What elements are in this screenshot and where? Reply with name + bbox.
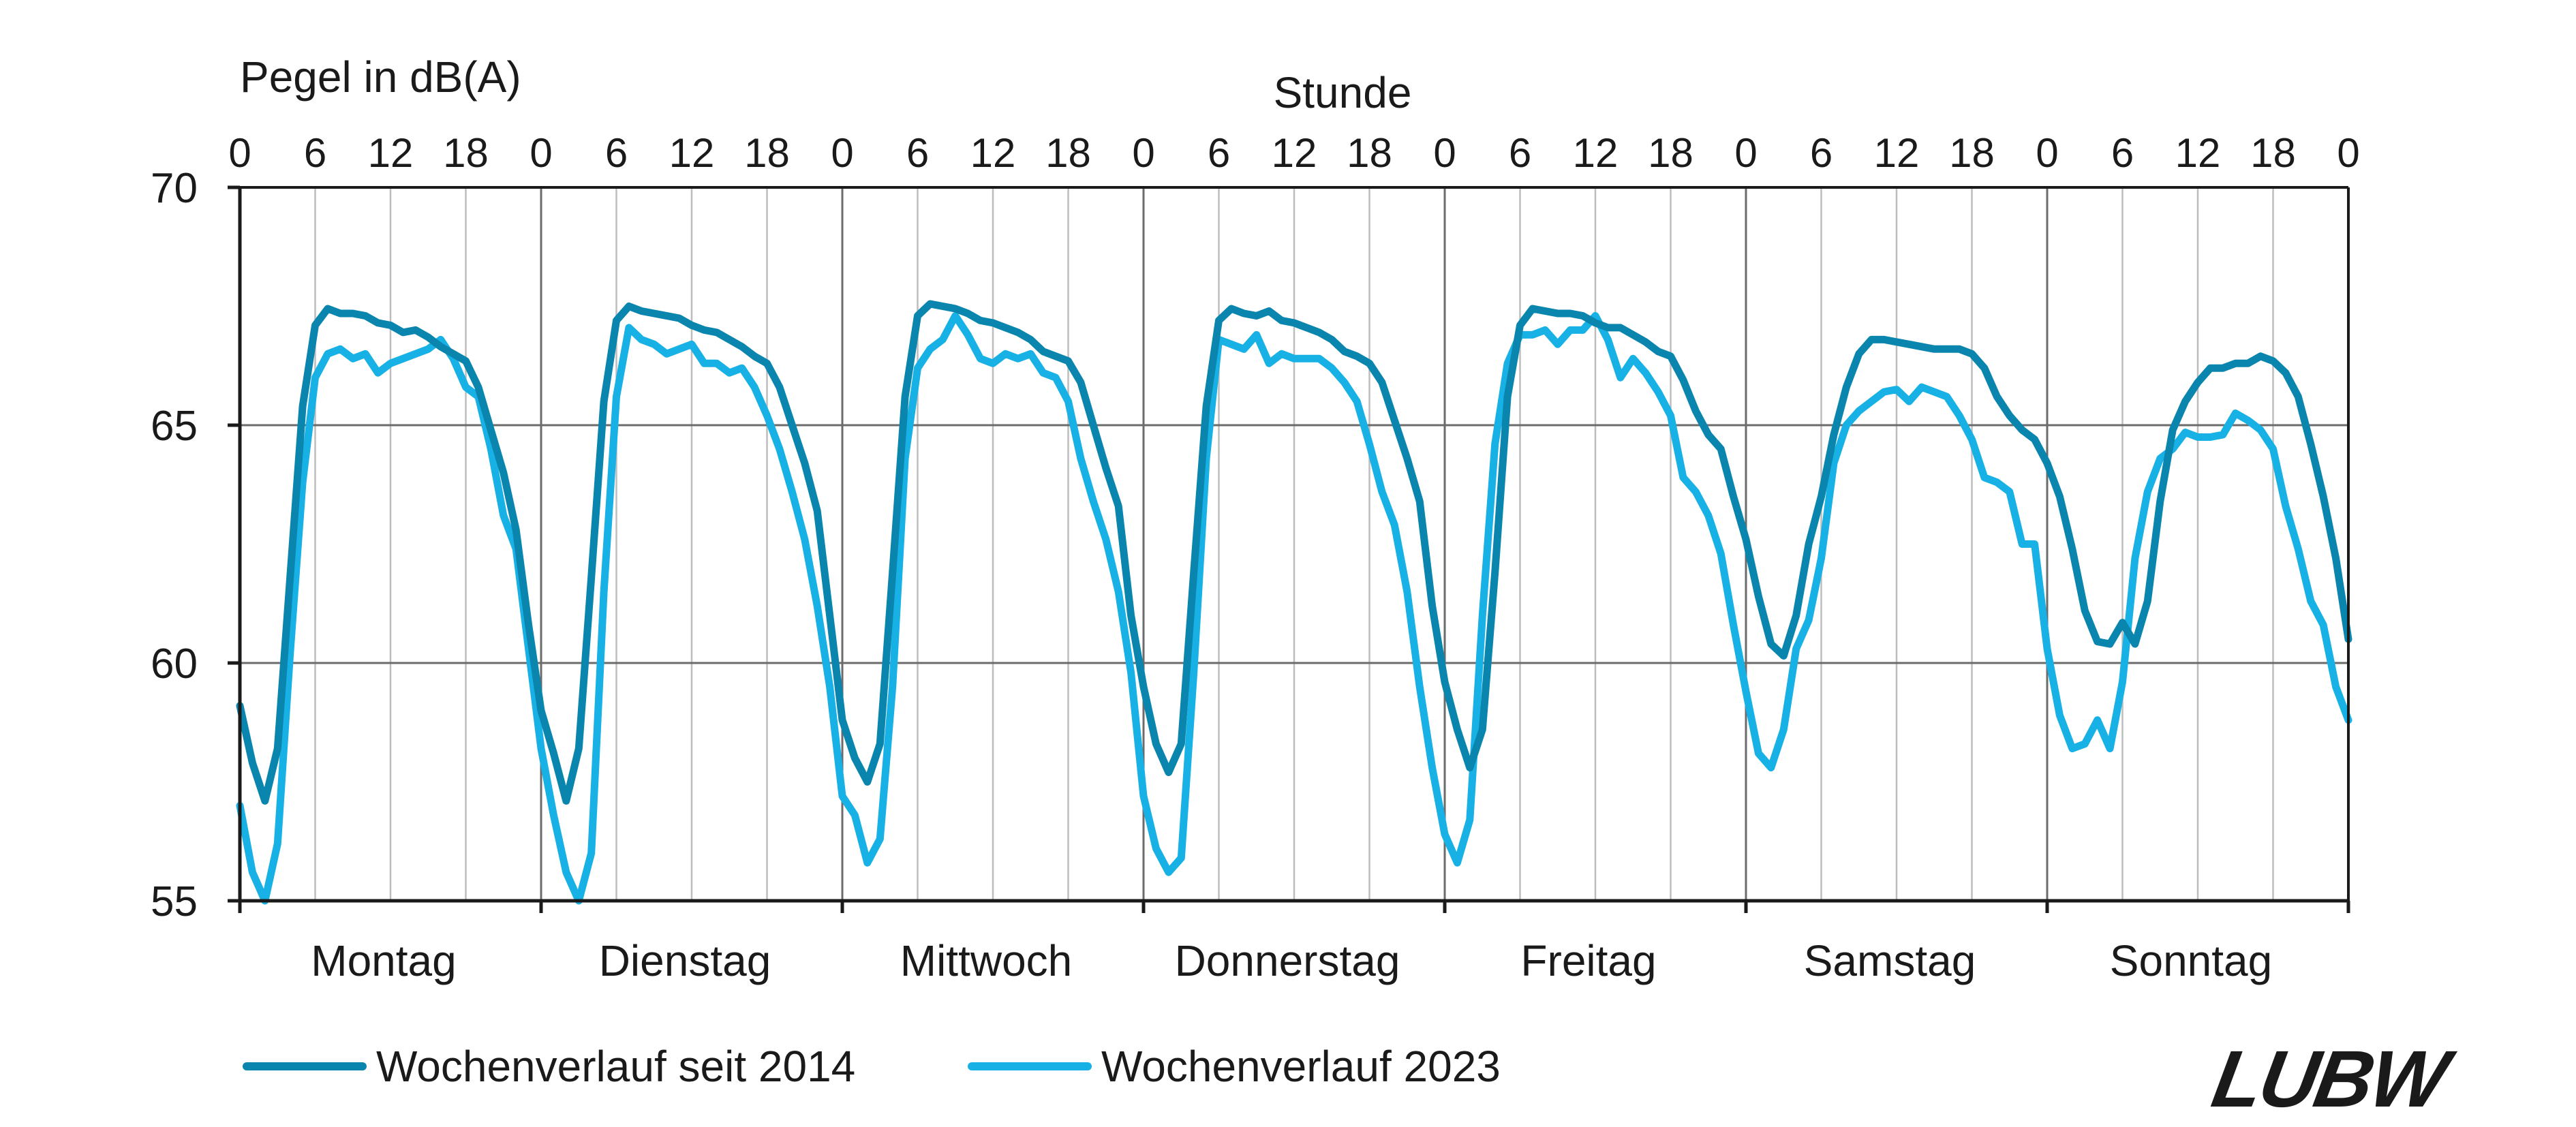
axes [228, 185, 2350, 913]
hour-tick-label: 0 [1734, 130, 1757, 176]
day-labels: Montag Dienstag Mittwoch Donnerstag Freitag S… [311, 936, 2272, 985]
hour-tick-label: 12 [1272, 130, 1317, 176]
hour-tick-labels: 0 6 12 18 0 6 12 18 0 6 12 18 0 6 12 18 0 6 12 18 0 6 12 18 0 6 12… [228, 130, 2359, 176]
hour-tick-label: 0 [2036, 130, 2058, 176]
y-tick-label: 60 [151, 640, 198, 688]
hour-tick-label: 0 [2337, 130, 2359, 176]
hour-tick-label: 18 [443, 130, 489, 176]
hour-tick-label: 6 [1208, 130, 1230, 176]
top-axis-title: Stunde [1274, 68, 1412, 117]
y-tick-label: 65 [151, 403, 198, 450]
day-label: Freitag [1520, 936, 1656, 985]
hour-tick-label: 0 [1433, 130, 1456, 176]
hour-tick-label: 18 [1045, 130, 1091, 176]
series-line [236, 312, 2352, 905]
hour-tick-label: 18 [1949, 130, 1995, 176]
hour-tick-label: 18 [1347, 130, 1392, 176]
series-layer [236, 300, 2352, 905]
hour-tick-label: 0 [530, 130, 552, 176]
hour-tick-label: 6 [605, 130, 628, 176]
legend-label: Wochenverlauf seit 2014 [376, 1042, 855, 1091]
hour-tick-label: 12 [368, 130, 414, 176]
hour-tick-label: 0 [831, 130, 853, 176]
legend-label: Wochenverlauf 2023 [1101, 1042, 1501, 1091]
grid [240, 186, 2348, 901]
y-tick-label: 70 [151, 165, 198, 212]
hour-tick-label: 18 [2250, 130, 2296, 176]
hour-tick-label: 12 [669, 130, 715, 176]
day-label: Montag [311, 936, 456, 985]
hour-tick-label: 12 [970, 130, 1016, 176]
hour-tick-label: 12 [2175, 130, 2221, 176]
hour-tick-label: 0 [1132, 130, 1154, 176]
day-label: Sonntag [2110, 936, 2272, 985]
series-line [236, 300, 2352, 805]
hour-tick-label: 18 [744, 130, 790, 176]
hour-tick-label: 0 [228, 130, 251, 176]
watermark-logo: LUBW [2206, 1034, 2461, 1124]
y-tick-label: 55 [151, 878, 198, 925]
day-label: Dienstag [599, 936, 771, 985]
day-label: Donnerstag [1175, 936, 1400, 985]
day-label: Samstag [1804, 936, 1976, 985]
y-axis-title: Pegel in dB(A) [240, 52, 521, 102]
hour-tick-label: 6 [304, 130, 326, 176]
hour-tick-label: 12 [1573, 130, 1619, 176]
legend: Wochenverlauf seit 2014 Wochenverlauf 202… [243, 1042, 1501, 1091]
hour-tick-label: 6 [2111, 130, 2134, 176]
hour-tick-label: 12 [1874, 130, 1920, 176]
day-label: Mittwoch [900, 936, 1073, 985]
hour-tick-label: 6 [906, 130, 929, 176]
hour-tick-label: 6 [1509, 130, 1531, 176]
y-tick-labels: 55 60 65 70 [151, 165, 198, 925]
hour-tick-label: 18 [1648, 130, 1693, 176]
hour-tick-label: 6 [1810, 130, 1833, 176]
